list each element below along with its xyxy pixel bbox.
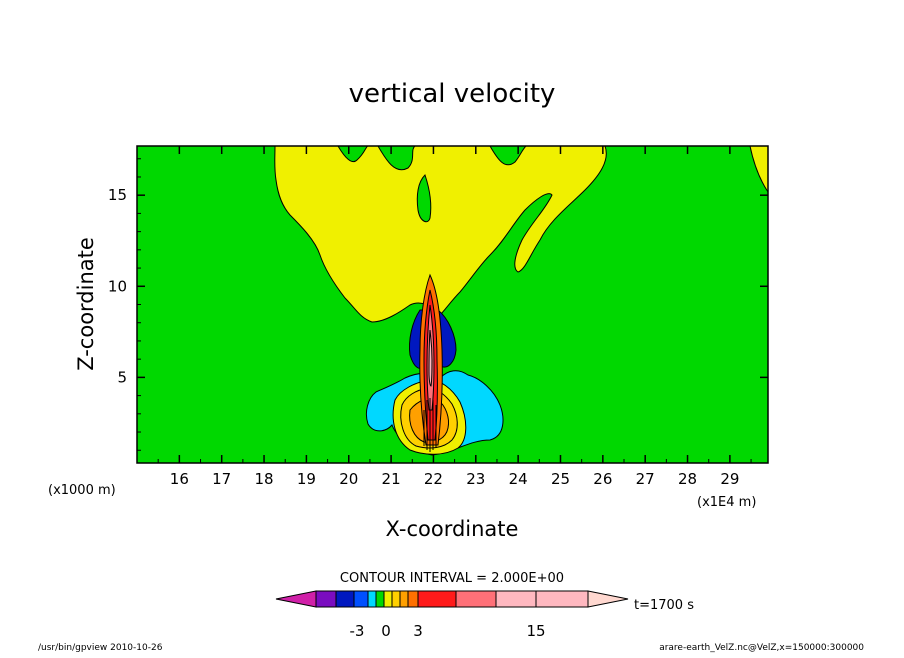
colorbar-segment bbox=[367, 590, 377, 608]
colorbar-segment bbox=[455, 590, 497, 608]
x-tick-label: 28 bbox=[678, 470, 697, 488]
colorbar-segment bbox=[335, 590, 355, 608]
x-axis-label: X-coordinate bbox=[386, 517, 519, 541]
x-tick-label: 18 bbox=[255, 470, 274, 488]
colorbar-segment bbox=[407, 590, 419, 608]
colorbar: -3 0 3 15 bbox=[275, 590, 629, 640]
colorbar-segment bbox=[375, 590, 385, 608]
x-tick-label: 25 bbox=[551, 470, 570, 488]
colorbar-tick-label: -3 bbox=[350, 622, 365, 640]
contour-interval: CONTOUR INTERVAL = 2.000E+00 bbox=[340, 571, 564, 586]
y-unit-label: (x1000 m) bbox=[48, 483, 116, 498]
colorbar-segment bbox=[391, 590, 401, 608]
x-tick-label: 22 bbox=[424, 470, 443, 488]
time-label: t=1700 s bbox=[634, 598, 694, 613]
upper-plume-region bbox=[274, 146, 607, 323]
x-tick-label: 17 bbox=[212, 470, 231, 488]
x-tick-label: 21 bbox=[382, 470, 401, 488]
x-tick-label: 16 bbox=[170, 470, 189, 488]
upper-right-patch bbox=[749, 146, 768, 193]
colorbar-segment bbox=[417, 590, 457, 608]
colorbar-segment bbox=[399, 590, 409, 608]
colorbar-segment bbox=[353, 590, 369, 608]
x-tick-label: 20 bbox=[339, 470, 358, 488]
y-axis: 5 10 15 bbox=[108, 158, 768, 451]
x-tick-label: 19 bbox=[297, 470, 316, 488]
x-tick-label: 23 bbox=[466, 470, 485, 488]
x-tick-label: 27 bbox=[636, 470, 655, 488]
x-tick-label: 29 bbox=[720, 470, 739, 488]
x-tick-label: 24 bbox=[509, 470, 528, 488]
colorbar-segment bbox=[383, 590, 393, 608]
colorbar-tick-label: 3 bbox=[413, 622, 423, 640]
colorbar-arrow-right bbox=[587, 590, 629, 608]
colorbar-tick-label: 0 bbox=[381, 622, 391, 640]
colorbar-segment bbox=[315, 590, 337, 608]
colorbar-arrow-left bbox=[275, 590, 317, 608]
y-tick-label: 10 bbox=[108, 277, 127, 295]
colorbar-tick-label: 15 bbox=[526, 622, 545, 640]
footer-left: /usr/bin/gpview 2010-10-26 bbox=[38, 643, 163, 653]
x-unit-label: (x1E4 m) bbox=[697, 495, 756, 510]
updraft-core-light bbox=[428, 329, 433, 387]
y-axis-label: Z-coordinate bbox=[74, 237, 98, 371]
colorbar-segment bbox=[495, 590, 537, 608]
core-contour-lines bbox=[423, 398, 437, 452]
x-axis: 16 17 18 19 20 21 22 23 24 25 26 27 28 29 bbox=[157, 146, 752, 488]
y-tick-label: 15 bbox=[108, 186, 127, 204]
footer-right: arare-earth_VelZ.nc@VelZ,x=150000:300000 bbox=[659, 643, 864, 653]
plot-area bbox=[137, 146, 768, 463]
x-tick-label: 26 bbox=[593, 470, 612, 488]
plume-gap bbox=[416, 174, 432, 223]
colorbar-segment bbox=[535, 590, 589, 608]
y-tick-label: 5 bbox=[117, 368, 127, 386]
chart-title: vertical velocity bbox=[349, 79, 556, 109]
